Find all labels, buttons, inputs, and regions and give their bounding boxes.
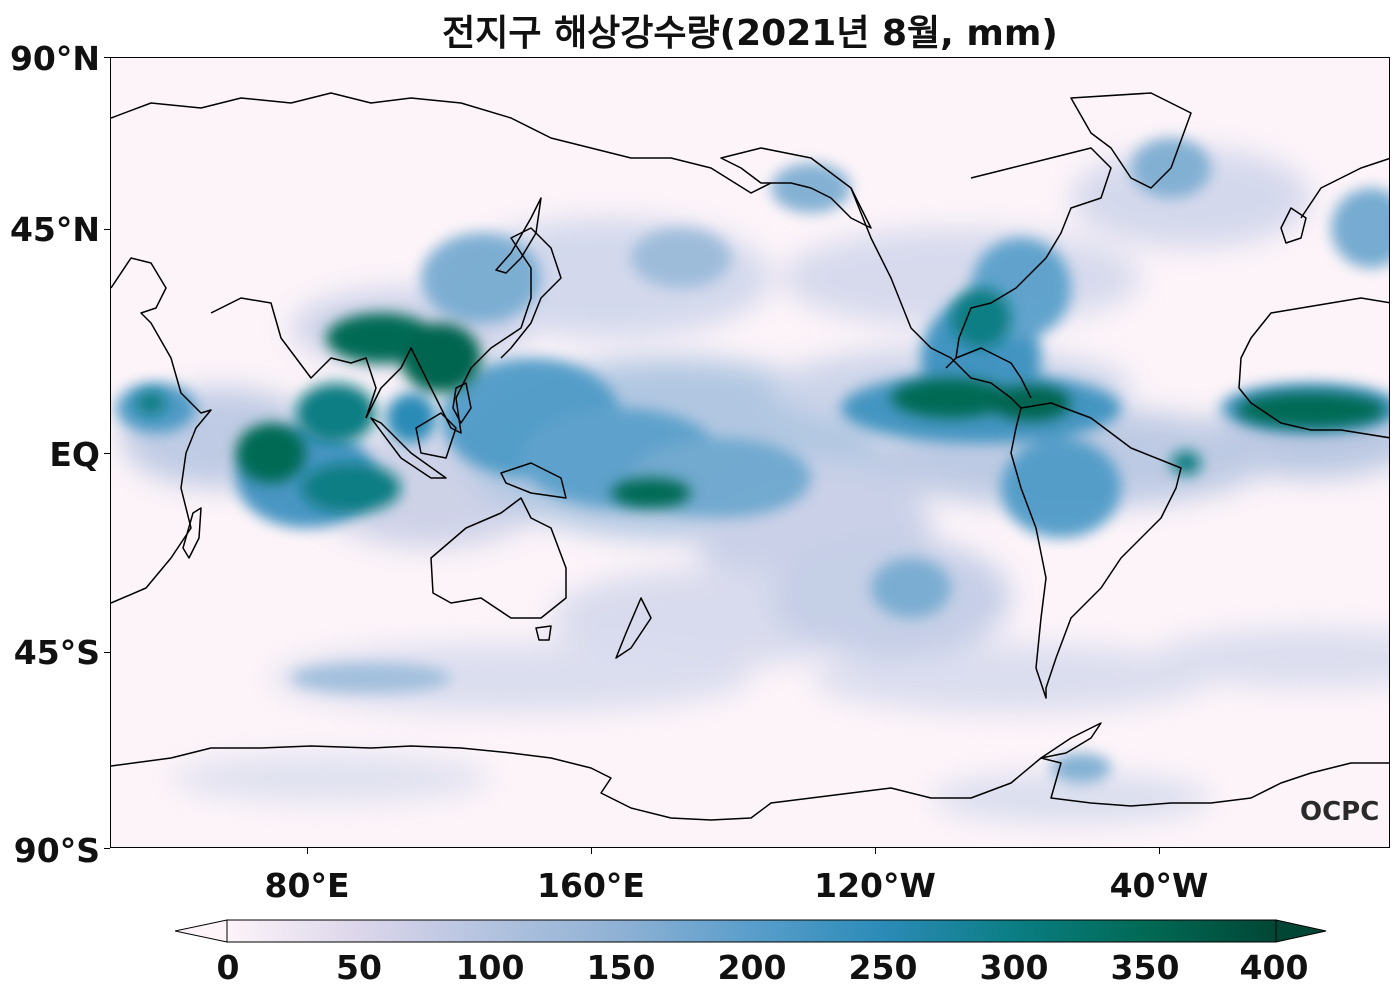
colorbar-gradient: [226, 919, 1277, 943]
x-tick: [591, 848, 592, 854]
colorbar-label: 150: [586, 948, 656, 987]
colorbar-label: 100: [455, 948, 525, 987]
x-label-120w: 120°W: [814, 866, 936, 905]
y-label-45s: 45°S: [13, 633, 100, 672]
colorbar-label: 350: [1110, 948, 1180, 987]
x-tick: [875, 848, 876, 854]
coast-europe: [1300, 157, 1389, 219]
coast-new-zealand: [615, 597, 652, 659]
colorbar-min-arrow: [174, 919, 228, 943]
colorbar-max-arrow: [1275, 919, 1327, 943]
ocpc-watermark: OCPC: [1300, 797, 1380, 827]
x-label-40w: 40°W: [1109, 866, 1209, 905]
coast-north-america-east: [945, 147, 1112, 369]
coast-west-africa: [1238, 297, 1389, 439]
coast-gulf-mexico: [955, 347, 1032, 399]
y-tick: [104, 848, 110, 849]
map-title: 전지구 해상강수량(2021년 8월, mm): [442, 13, 1058, 54]
y-tick: [104, 229, 110, 230]
y-tick: [104, 57, 110, 58]
x-label-160e: 160°E: [537, 866, 645, 905]
coast-southeast-asia: [365, 227, 562, 434]
colorbar-label: 300: [979, 948, 1049, 987]
coast-north-america-west: [850, 187, 1022, 409]
y-label-90s: 90°S: [13, 831, 100, 870]
heavy-precip-layer: [136, 288, 1386, 513]
coast-greenland: [1070, 92, 1192, 189]
coast-madagascar: [182, 507, 202, 559]
x-tick: [307, 848, 308, 854]
y-tick: [104, 453, 110, 454]
coast-alaska: [720, 147, 872, 229]
coast-india: [210, 297, 377, 419]
colorbar-label: 250: [848, 948, 918, 987]
colorbar-label: 50: [336, 948, 382, 987]
coast-antarctic-peninsula: [1040, 722, 1102, 759]
coast-indonesia: [370, 417, 447, 479]
colorbar-svg: [174, 919, 1327, 943]
colorbar: [174, 919, 1327, 943]
coast-philippines: [452, 382, 472, 424]
coastlines: [111, 92, 1389, 821]
coast-japan: [495, 197, 542, 274]
coast-eurasia-north: [111, 92, 772, 194]
coast-borneo: [415, 412, 457, 459]
y-label-90n: 90°N: [9, 39, 100, 78]
y-label-eq: EQ: [49, 435, 100, 474]
coast-uk: [1280, 207, 1307, 244]
y-label-45n: 45°N: [9, 210, 100, 249]
coast-antarctica: [111, 745, 1389, 821]
x-label-80e: 80°E: [264, 866, 350, 905]
y-tick: [104, 652, 110, 653]
coast-tasmania: [535, 625, 552, 641]
colorbar-label: 400: [1239, 948, 1309, 987]
colorbar-label: 0: [216, 948, 240, 987]
map-svg: [111, 58, 1389, 847]
coast-australia: [430, 497, 567, 619]
coast-south-america: [1010, 402, 1182, 699]
precipitation-map: [110, 57, 1390, 848]
colorbar-label: 200: [717, 948, 787, 987]
coast-new-guinea: [500, 462, 567, 499]
x-tick: [1159, 848, 1160, 854]
